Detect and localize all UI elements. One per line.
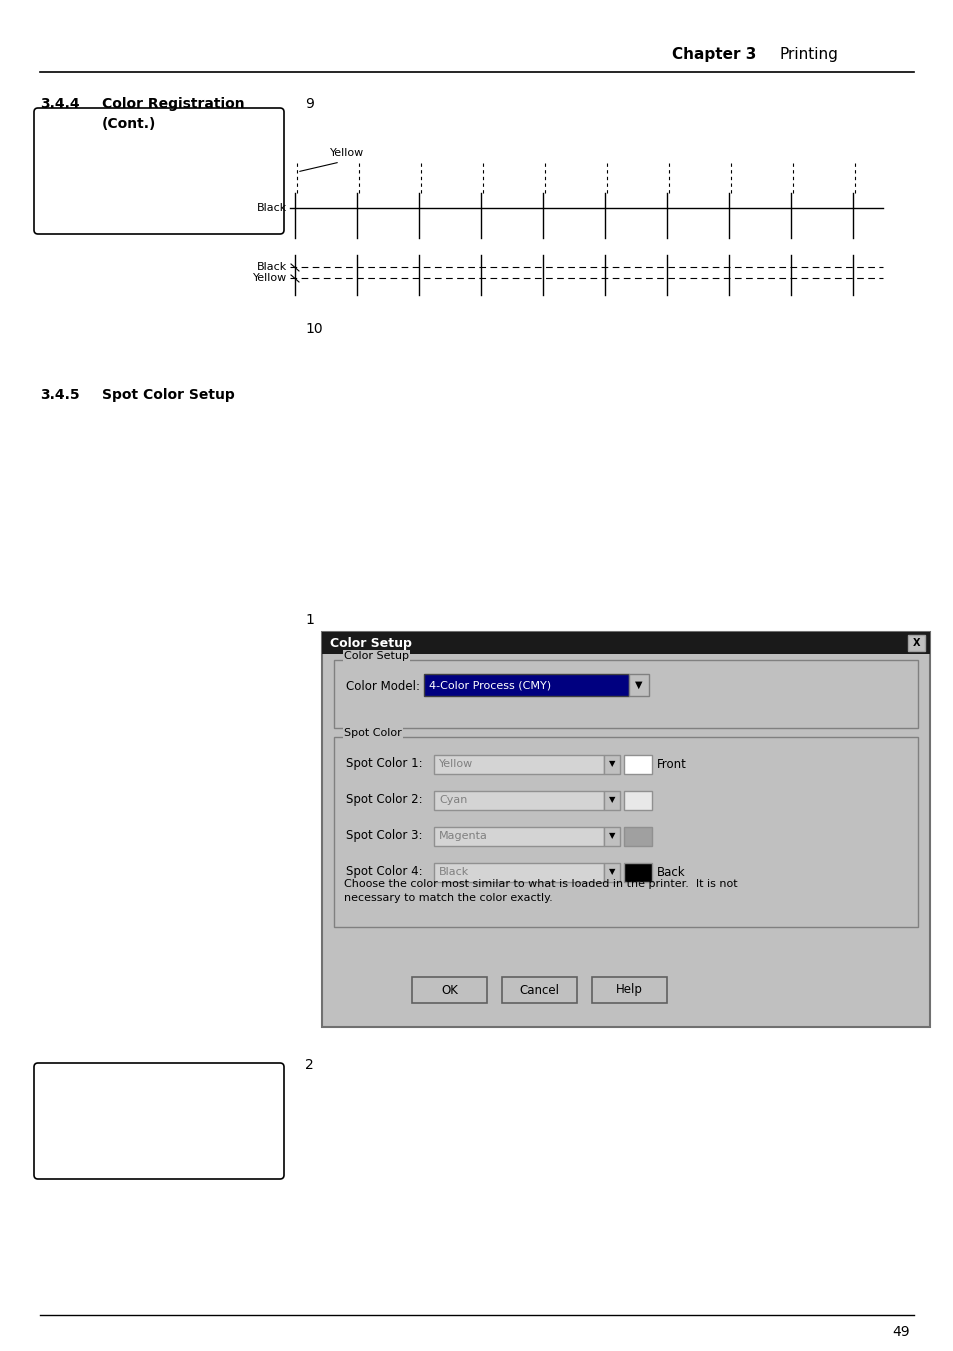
Text: Front: Front bbox=[657, 758, 686, 770]
Bar bbox=[412, 977, 486, 1002]
Text: Choose the color most similar to what is loaded in the printer.  It is not
neces: Choose the color most similar to what is… bbox=[344, 880, 737, 902]
Bar bbox=[434, 863, 603, 882]
Text: Yellow: Yellow bbox=[438, 759, 473, 769]
Text: Spot Color 4:: Spot Color 4: bbox=[346, 866, 422, 878]
Text: OK: OK bbox=[440, 984, 457, 997]
Text: 9: 9 bbox=[305, 97, 314, 111]
Text: Spot Color Setup: Spot Color Setup bbox=[102, 388, 234, 403]
Bar bbox=[623, 755, 651, 774]
Text: Spot Color 1:: Spot Color 1: bbox=[346, 758, 422, 770]
Bar bbox=[501, 977, 577, 1002]
Text: Spot Color: Spot Color bbox=[344, 728, 401, 738]
Text: 4-Color Process (CMY): 4-Color Process (CMY) bbox=[429, 680, 551, 690]
Text: Color Registration: Color Registration bbox=[102, 97, 244, 111]
Bar bbox=[334, 661, 917, 728]
Text: ▼: ▼ bbox=[635, 680, 642, 690]
Bar bbox=[434, 790, 603, 811]
Text: Printing: Printing bbox=[780, 47, 838, 62]
Text: (Cont.): (Cont.) bbox=[102, 118, 156, 131]
Bar bbox=[322, 632, 929, 654]
Bar bbox=[592, 977, 666, 1002]
Text: Yellow: Yellow bbox=[330, 149, 364, 158]
Text: ▼: ▼ bbox=[608, 759, 615, 769]
Text: Chapter 3: Chapter 3 bbox=[671, 47, 756, 62]
Bar bbox=[322, 632, 929, 1027]
Text: Black: Black bbox=[438, 867, 469, 877]
Text: ▼: ▼ bbox=[608, 796, 615, 804]
Text: Spot Color 3:: Spot Color 3: bbox=[346, 830, 422, 843]
Text: X: X bbox=[912, 638, 920, 648]
Text: Back: Back bbox=[657, 866, 685, 878]
Text: Spot Color 2:: Spot Color 2: bbox=[346, 793, 422, 807]
Bar bbox=[603, 790, 619, 811]
Text: Cyan: Cyan bbox=[438, 794, 467, 805]
Text: Black: Black bbox=[256, 203, 287, 213]
Bar bbox=[628, 674, 648, 696]
Text: Help: Help bbox=[616, 984, 642, 997]
Bar bbox=[334, 738, 917, 927]
Text: Cancel: Cancel bbox=[519, 984, 558, 997]
Bar bbox=[603, 755, 619, 774]
Text: Yellow: Yellow bbox=[253, 273, 287, 282]
Text: Magenta: Magenta bbox=[438, 831, 487, 842]
Bar bbox=[423, 674, 628, 696]
Text: 49: 49 bbox=[891, 1325, 909, 1339]
Bar bbox=[623, 790, 651, 811]
Bar bbox=[434, 755, 603, 774]
Text: ▼: ▼ bbox=[608, 867, 615, 877]
Text: Color Model:: Color Model: bbox=[346, 680, 419, 693]
Text: ▼: ▼ bbox=[608, 831, 615, 840]
Bar bbox=[623, 863, 651, 882]
Text: 3.4.4: 3.4.4 bbox=[40, 97, 79, 111]
Bar bbox=[623, 827, 651, 846]
Bar bbox=[603, 863, 619, 882]
Text: 10: 10 bbox=[305, 322, 322, 336]
Bar bbox=[434, 827, 603, 846]
FancyBboxPatch shape bbox=[34, 108, 284, 234]
Text: Color Setup: Color Setup bbox=[344, 651, 409, 661]
FancyBboxPatch shape bbox=[34, 1063, 284, 1179]
Text: 3.4.5: 3.4.5 bbox=[40, 388, 79, 403]
Text: Black: Black bbox=[256, 262, 287, 272]
Text: Color Setup: Color Setup bbox=[330, 636, 412, 650]
Bar bbox=[907, 635, 924, 651]
Text: 2: 2 bbox=[305, 1058, 314, 1071]
Text: 1: 1 bbox=[305, 613, 314, 627]
Bar bbox=[603, 827, 619, 846]
